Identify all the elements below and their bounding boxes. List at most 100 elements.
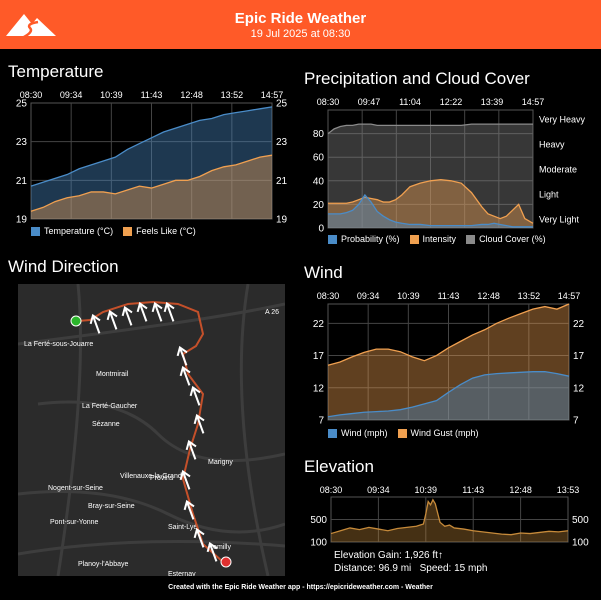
series-area (328, 179, 533, 228)
wind-arrow (206, 541, 218, 562)
ride-stats: Elevation Gain: 1,926 ft↑ Distance: 96.9… (334, 549, 487, 575)
time-tick-label: 13:53 (556, 485, 580, 495)
y-tick-label: 23 (16, 137, 28, 148)
wind-legend: Wind (mph) Wind Gust (mph) (328, 428, 479, 438)
wind-arrow (176, 345, 188, 366)
precip-legend: Probability (%) Intensity Cloud Cover (%… (328, 234, 546, 244)
wind-arrow (136, 301, 148, 322)
y-tick-label: 100 (310, 538, 327, 549)
legend-cloud-cover: Cloud Cover (%) (479, 234, 546, 244)
series-area (328, 194, 533, 228)
map-road (56, 284, 82, 576)
map-place-label: Romilly (208, 544, 231, 551)
y-tick-label: 19 (276, 215, 288, 226)
map-place-label: Provins (150, 475, 174, 482)
elevation-gain: Elevation Gain: 1,926 ft↑ (334, 550, 443, 561)
y-tick-label: 22 (313, 319, 325, 330)
wind-arrow (179, 469, 191, 490)
y-tick-label: 21 (16, 176, 28, 187)
y-tick-label: 100 (572, 538, 589, 549)
route-map-canvas: A 26 La Ferté-sous-Jouarre Montmirail La Fe… (18, 284, 285, 576)
legend-intensity: Intensity (422, 234, 457, 244)
wind-arrow (193, 527, 205, 548)
legend-feels-like: Feels Like (°C) (136, 226, 196, 236)
time-tick-label: 08:30 (19, 90, 43, 100)
wind-direction-title: Wind Direction (8, 257, 119, 276)
y-tick-label: 20 (313, 200, 325, 211)
app-title: Epic Ride Weather (234, 10, 367, 27)
series-area (31, 106, 272, 219)
map-place-label: Planoy-l'Abbaye (78, 561, 128, 568)
y-tick-label: 500 (572, 515, 589, 526)
map-place-label: La Ferté-sous-Jouarre (24, 341, 93, 348)
wind-arrow (89, 313, 101, 334)
series-line (328, 193, 533, 228)
y-tick-label: 40 (313, 176, 325, 187)
series-area (328, 304, 569, 420)
map-place-label: Villenauxe-la-Grande (120, 473, 186, 480)
map-place-label: Saint-Lyé (168, 524, 197, 531)
time-tick-label: 14:57 (260, 90, 284, 100)
y-tick-label: 7 (318, 416, 324, 427)
wind-arrow (106, 309, 118, 330)
time-tick-label: 12:48 (509, 485, 532, 495)
route-map[interactable]: A 26 La Ferté-sous-Jouarre Montmirail La Fe… (18, 284, 285, 576)
legend-wind-gust: Wind Gust (mph) (410, 428, 479, 438)
map-place-label: Nogent-sur-Seine (48, 485, 103, 492)
legend-swatch (328, 428, 337, 438)
legend-probability: Probability (%) (341, 234, 400, 244)
time-tick-label: 12:48 (180, 90, 203, 100)
legend-swatch (123, 226, 133, 236)
wind-arrow (121, 305, 133, 326)
map-place-label: A 26 (265, 309, 279, 316)
elevation-chart: 100 100 500 500 (310, 496, 589, 549)
legend-swatch (328, 234, 337, 244)
route-line (77, 300, 224, 563)
y-tick-label: 12 (573, 383, 585, 394)
legend-swatch (31, 226, 40, 236)
wind-arrow (189, 385, 201, 406)
temperature-title: Temperature (8, 62, 104, 81)
time-tick-label: 08:30 (316, 291, 340, 301)
y-tick-label: 0 (318, 224, 324, 235)
report-date: 19 Jul 2025 at 08:30 (250, 28, 351, 40)
wind-arrow (183, 499, 195, 520)
time-tick-label: 09:34 (367, 485, 390, 495)
map-place-label: Pont-sur-Yonne (50, 519, 98, 526)
time-tick-label: 14:57 (521, 97, 545, 107)
y-tick-label: 7 (573, 416, 579, 427)
precip-chart: 0 20 40 60 80 Very Light Light Moderate Heavy Ver… (313, 109, 586, 235)
time-tick-label: 09:34 (356, 291, 380, 301)
time-tick-label: 09:34 (59, 90, 83, 100)
intensity-label: Heavy (539, 139, 565, 149)
time-tick-label: 13:52 (220, 90, 244, 100)
series-line (328, 178, 534, 224)
wind-title: Wind (304, 263, 343, 282)
intensity-label: Very Light (539, 215, 580, 225)
series-line (330, 498, 569, 536)
map-place-label: Montmirail (96, 371, 129, 378)
time-tick-label: 08:30 (316, 97, 340, 107)
legend-wind: Wind (mph) (341, 428, 388, 438)
wind-arrow (185, 439, 197, 460)
elevation-title: Elevation (304, 457, 374, 476)
time-tick-label: 12:22 (439, 97, 463, 107)
time-tick-label: 10:39 (414, 485, 438, 495)
y-tick-label: 17 (313, 351, 325, 362)
y-tick-label: 25 (16, 99, 28, 110)
map-road (37, 400, 285, 463)
route-end-marker (220, 556, 232, 568)
map-place-label: Sézanne (92, 421, 120, 428)
time-tick-label: 11:43 (140, 90, 163, 100)
y-tick-label: 22 (573, 319, 585, 330)
distance: Distance: 96.9 mi (334, 563, 412, 574)
wind-chart: 7 7 12 12 17 17 22 22 (313, 303, 585, 427)
time-tick-label: 11:43 (437, 291, 460, 301)
app-header: Epic Ride Weather 19 Jul 2025 at 08:30 (0, 0, 601, 49)
mountain-logo-icon (6, 14, 56, 40)
series-line (327, 371, 570, 418)
wind-arrow (193, 413, 205, 434)
precip-title: Precipitation and Cloud Cover (304, 69, 530, 88)
series-line (327, 123, 533, 135)
y-tick-label: 60 (313, 153, 325, 164)
